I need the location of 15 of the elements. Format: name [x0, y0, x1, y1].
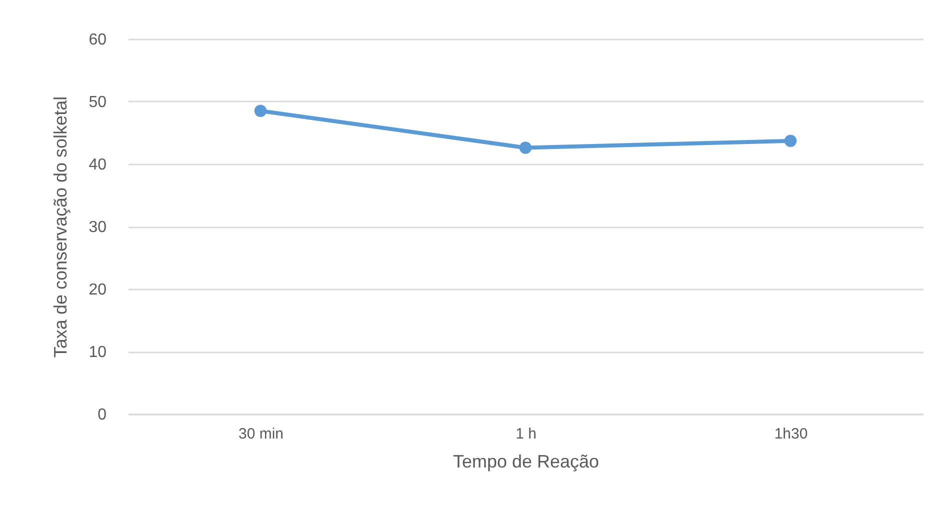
y-tick-label: 30	[88, 219, 107, 236]
y-tick-label: 50	[88, 94, 107, 111]
y-tick-label: 0	[98, 406, 107, 424]
point	[254, 104, 267, 117]
y-tick-label: 60	[88, 32, 107, 48]
point	[519, 142, 532, 154]
x-tick-label: 30 min	[238, 426, 284, 442]
x-tick-label: 1h30	[774, 426, 808, 442]
y-tick-label: 10	[88, 344, 107, 361]
y-tick-label: 40	[88, 156, 107, 174]
x-axis-title: Tempo de Reação	[452, 452, 600, 472]
point	[784, 134, 797, 147]
x-tick-label: 1 h	[516, 426, 536, 442]
y-tick-label: 20	[88, 282, 107, 298]
y-axis-title: Taxa de conservação do solketal	[50, 96, 71, 358]
